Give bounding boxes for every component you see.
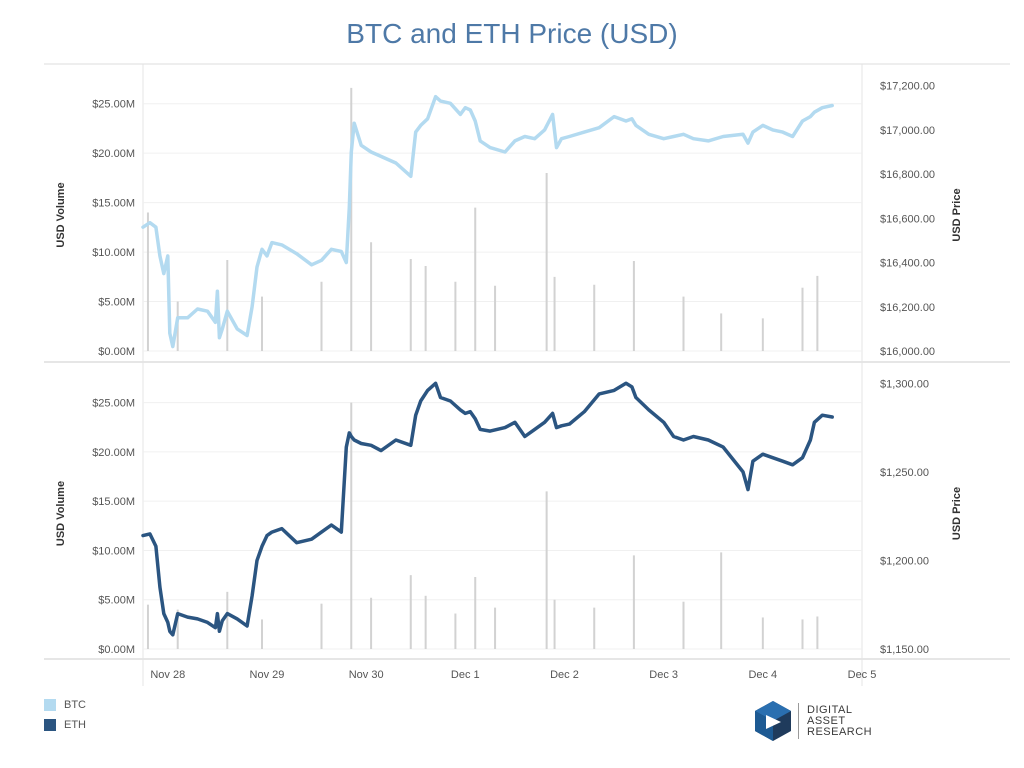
- y-left-tick-label: $5.00M: [98, 297, 135, 309]
- y-left-tick-label: $20.00M: [92, 447, 135, 459]
- y-right-tick-label: $17,000.00: [880, 125, 935, 137]
- y-left-axis-title: USD Volume: [55, 481, 67, 546]
- x-tick-label: Nov 30: [349, 669, 384, 681]
- x-tick-label: Dec 4: [748, 669, 777, 681]
- legend-label-eth: ETH: [64, 719, 86, 731]
- y-right-axis-title: USD Price: [951, 188, 963, 241]
- y-right-tick-label: $1,150.00: [880, 644, 929, 656]
- legend-label-btc: BTC: [64, 699, 86, 711]
- logo-line: RESEARCH: [807, 725, 873, 738]
- y-right-tick-label: $17,200.00: [880, 81, 935, 93]
- y-left-axis-title: USD Volume: [55, 182, 67, 247]
- legend-item-eth[interactable]: ETH: [44, 719, 86, 731]
- y-right-tick-label: $16,400.00: [880, 258, 935, 270]
- y-left-tick-label: $0.00M: [98, 346, 135, 358]
- legend-item-btc[interactable]: BTC: [44, 699, 86, 711]
- y-left-tick-label: $5.00M: [98, 595, 135, 607]
- y-right-tick-label: $1,300.00: [880, 378, 929, 390]
- legend-swatch-btc: [44, 699, 56, 711]
- logo-line: DIGITAL: [807, 703, 853, 716]
- y-left-tick-label: $20.00M: [92, 148, 135, 160]
- chart-title: BTC and ETH Price (USD): [346, 18, 678, 49]
- y-right-axis-title: USD Price: [951, 487, 963, 540]
- y-left-tick-label: $25.00M: [92, 99, 135, 111]
- y-right-tick-label: $16,600.00: [880, 213, 935, 225]
- y-left-tick-label: $10.00M: [92, 247, 135, 259]
- y-right-tick-label: $1,200.00: [880, 555, 929, 567]
- x-tick-label: Dec 2: [550, 669, 579, 681]
- legend-swatch-eth: [44, 719, 56, 731]
- x-tick-label: Nov 29: [250, 669, 285, 681]
- logo-divider: [798, 703, 799, 739]
- logo-line: ASSET: [807, 714, 846, 727]
- digital-asset-research-logo: DIGITAL ASSET RESEARCH: [754, 700, 872, 742]
- price-line-eth: [141, 381, 834, 637]
- x-tick-label: Nov 28: [150, 669, 185, 681]
- x-tick-label: Dec 5: [848, 669, 877, 681]
- y-right-tick-label: $16,800.00: [880, 169, 935, 181]
- x-tick-label: Dec 3: [649, 669, 678, 681]
- y-left-tick-label: $15.00M: [92, 496, 135, 508]
- y-right-tick-label: $16,200.00: [880, 302, 935, 314]
- y-left-tick-label: $10.00M: [92, 545, 135, 557]
- logo-text: DIGITAL ASSET RESEARCH: [807, 703, 873, 738]
- x-tick-label: Dec 1: [451, 669, 480, 681]
- y-right-tick-label: $16,000.00: [880, 346, 935, 358]
- y-right-tick-label: $1,250.00: [880, 467, 929, 479]
- y-left-tick-label: $0.00M: [98, 644, 135, 656]
- y-left-tick-label: $15.00M: [92, 198, 135, 210]
- price-line-btc: [141, 94, 834, 349]
- y-left-tick-label: $25.00M: [92, 398, 135, 410]
- logo-cube-icon: [755, 701, 791, 741]
